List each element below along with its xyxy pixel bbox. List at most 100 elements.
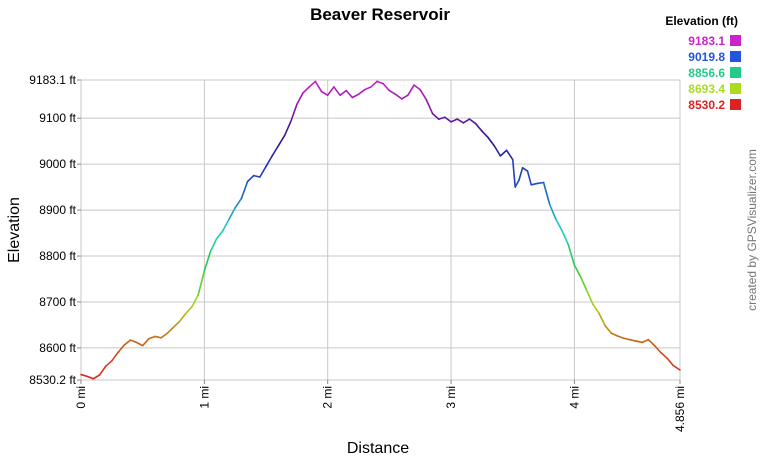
elevation-segment (320, 90, 329, 97)
elevation-segment (376, 80, 385, 85)
chart-title: Beaver Reservoir (310, 5, 450, 24)
elevation-segment (610, 332, 619, 337)
elevation-segment (185, 305, 193, 315)
x-axis-label: Distance (347, 440, 409, 457)
legend-value: 8856.6 (688, 66, 725, 80)
elevation-segment (413, 84, 422, 91)
elevation-segment (382, 82, 391, 92)
elevation-segment (555, 218, 563, 232)
legend-value: 8693.4 (688, 82, 725, 96)
elevation-segment (209, 237, 218, 253)
elevation-segment (468, 118, 477, 125)
elevation-segment (259, 165, 267, 178)
legend-value: 9183.1 (688, 34, 725, 48)
elevation-segment (326, 86, 335, 97)
x-tick-label: 4 mi (567, 386, 581, 409)
elevation-segment (265, 155, 273, 168)
elevation-segment (659, 351, 668, 359)
elevation-segment (117, 344, 125, 354)
elevation-segment (647, 338, 656, 347)
elevation-segment (437, 116, 446, 120)
elevation-segment (526, 170, 533, 186)
elevation-segment (548, 203, 557, 221)
elevation-segment (234, 197, 243, 209)
elevation-segment (561, 229, 570, 246)
y-tick-label: 9100 ft (39, 111, 76, 125)
elevation-segment (419, 88, 428, 101)
elevation-segment (246, 174, 255, 183)
elevation-segment (653, 344, 662, 354)
grid-lines (81, 80, 680, 380)
elevation-segment (160, 332, 169, 339)
elevation-segment (283, 121, 292, 137)
elevation-segment (514, 179, 520, 188)
legend-value: 9019.8 (688, 50, 725, 64)
elevation-segment (407, 84, 415, 97)
elevation-segment (228, 206, 236, 221)
elevation-segment (203, 250, 212, 272)
elevation-segment (154, 335, 162, 339)
elevation-segment (141, 337, 150, 347)
y-axis: 8530.2 ft 8600 ft 8700 ft 8800 ft 8900 ft 900… (29, 73, 81, 387)
elevation-segment (450, 118, 459, 123)
elevation-segment (339, 89, 348, 97)
plot-background (80, 79, 681, 381)
elevation-segment (172, 320, 181, 329)
elevation-segment (394, 93, 403, 100)
elevation-segment (635, 340, 644, 344)
x-tick-label: 4.856 mi (673, 386, 687, 432)
y-tick-label: 8900 ft (39, 203, 76, 217)
credit-text: created by GPSVisualizer.com (745, 149, 759, 311)
elevation-segment (579, 275, 588, 292)
x-tick-label: 3 mi (444, 386, 458, 409)
elevation-segment (345, 89, 354, 99)
elevation-segment (104, 359, 113, 368)
elevation-segment (493, 144, 502, 157)
elevation-segment (598, 312, 607, 327)
elevation-segment (521, 167, 529, 172)
y-tick-label: 8600 ft (39, 341, 76, 355)
x-axis: 0 mi 1 mi 2 mi 3 mi 4 mi 4.856 mi (74, 380, 687, 432)
elevation-segment (585, 289, 594, 306)
y-tick-label: 9183.1 ft (29, 73, 76, 87)
elevation-segment (86, 375, 95, 380)
elevation-segment (123, 339, 132, 346)
elevation-line (80, 80, 681, 380)
elevation-segment (252, 174, 261, 178)
legend-value: 8530.2 (688, 98, 725, 112)
x-tick-label: 2 mi (321, 386, 335, 409)
elevation-segment (178, 312, 187, 323)
elevation-segment (148, 335, 156, 340)
elevation-segment (222, 218, 230, 232)
elevation-segment (499, 149, 508, 157)
elevation-segment (481, 130, 489, 139)
elevation-segment (197, 269, 206, 296)
plot-area (80, 79, 681, 381)
elevation-segment (92, 374, 101, 380)
y-tick-label: 9000 ft (39, 157, 76, 171)
elevation-segment (240, 180, 249, 200)
elevation-segment (135, 341, 144, 347)
elevation-segment (462, 118, 471, 124)
elevation-segment (296, 92, 304, 106)
elevation-segment (487, 136, 496, 147)
x-tick-label: 1 mi (197, 386, 211, 409)
legend-swatch (730, 83, 741, 94)
elevation-segment (271, 144, 280, 157)
legend-swatch (730, 99, 741, 110)
elevation-segment (542, 181, 551, 206)
elevation-segment (370, 80, 378, 88)
elevation-segment (314, 80, 323, 93)
elevation-segment (308, 80, 317, 88)
legend: Elevation (ft) 9183.1 9019.8 8856.6 8693.4 8… (665, 14, 741, 112)
elevation-segment (431, 112, 440, 120)
elevation-segment (98, 365, 107, 376)
elevation-segment (567, 243, 576, 267)
elevation-segment (80, 373, 88, 378)
elevation-segment (536, 181, 545, 185)
elevation-segment (518, 167, 524, 182)
elevation-segment (425, 99, 434, 115)
legend-swatch (730, 67, 741, 78)
elevation-segment (111, 351, 119, 362)
y-tick-label: 8700 ft (39, 295, 76, 309)
